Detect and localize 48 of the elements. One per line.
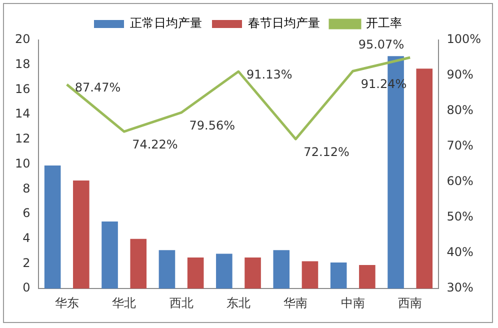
bar bbox=[330, 262, 347, 289]
data-label: 91.13% bbox=[246, 68, 292, 82]
data-label: 72.12% bbox=[304, 145, 350, 160]
y-tick-label: 8 bbox=[22, 181, 30, 196]
bar bbox=[73, 180, 90, 289]
y-tick-label: 4 bbox=[22, 231, 30, 246]
y-tick-label: 16 bbox=[14, 82, 30, 96]
x-tick-label: 华东 bbox=[54, 296, 79, 310]
y-tick-label: 18 bbox=[14, 56, 30, 71]
x-tick-label: 西北 bbox=[169, 296, 194, 310]
bar bbox=[359, 264, 376, 289]
x-tick-label: 东北 bbox=[226, 296, 250, 310]
y2-tick-label: 90% bbox=[446, 68, 474, 82]
legend-label: 开工率 bbox=[366, 16, 402, 30]
y-tick-label: 2 bbox=[22, 256, 30, 270]
y-tick-label: 10 bbox=[14, 156, 30, 170]
data-label: 87.47% bbox=[74, 80, 121, 95]
bar bbox=[302, 261, 318, 289]
bar bbox=[102, 221, 118, 289]
y2-tick-label: 100% bbox=[446, 32, 482, 46]
bar bbox=[273, 250, 290, 289]
bar bbox=[216, 254, 232, 289]
bar bbox=[158, 250, 176, 289]
data-label: 74.22% bbox=[132, 138, 178, 152]
bar bbox=[187, 258, 204, 289]
x-tick-label: 华北 bbox=[112, 296, 136, 310]
legend-label: 春节日均产量 bbox=[248, 16, 320, 30]
y2-tick-label: 40% bbox=[446, 245, 474, 260]
y2-tick-label: 30% bbox=[446, 280, 474, 295]
bar bbox=[244, 258, 261, 289]
y2-tick-label: 80% bbox=[446, 103, 474, 118]
data-label: 95.07% bbox=[358, 38, 404, 52]
bar bbox=[44, 166, 61, 289]
y2-tick-label: 60% bbox=[446, 174, 474, 188]
y-tick-label: 12 bbox=[14, 132, 30, 146]
data-label: 79.56% bbox=[189, 118, 236, 133]
legend-label: 正常日均产量 bbox=[130, 16, 202, 30]
x-tick-label: 中南 bbox=[340, 296, 365, 310]
y-tick-label: 14 bbox=[14, 106, 30, 121]
y2-tick-label: 70% bbox=[446, 138, 474, 153]
y2-tick-label: 50% bbox=[446, 210, 474, 224]
y-tick-label: 20 bbox=[14, 32, 30, 46]
x-tick-label: 西南 bbox=[398, 296, 422, 310]
y-tick-label: 6 bbox=[22, 206, 30, 220]
bar bbox=[130, 238, 147, 289]
y-tick-label: 0 bbox=[22, 280, 30, 295]
bar bbox=[416, 68, 433, 289]
x-tick-label: 华南 bbox=[284, 296, 308, 310]
